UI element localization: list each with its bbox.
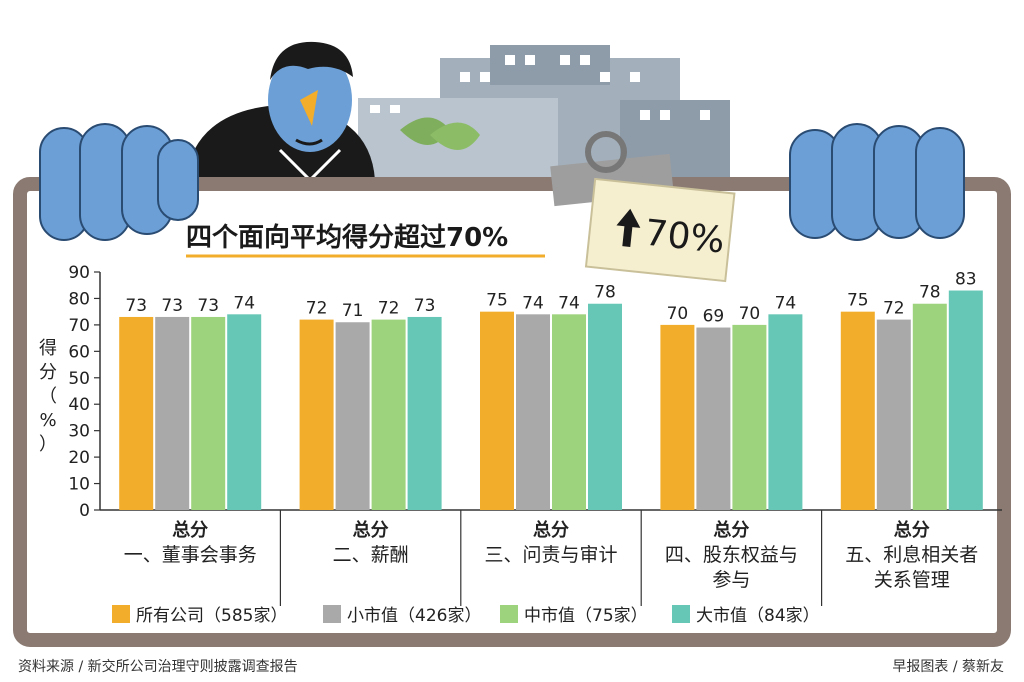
- bar-value-label: 72: [883, 299, 905, 319]
- y-axis-label-char: %: [39, 410, 56, 431]
- badge-text: 70%: [643, 213, 727, 262]
- legend-swatch: [672, 605, 690, 623]
- bar: [119, 316, 154, 510]
- y-tick-label: 50: [68, 369, 90, 389]
- legend-label: 中市值（75家）: [524, 606, 648, 626]
- category-label: 三、问责与审计: [484, 544, 617, 566]
- category-label: 参与: [712, 569, 750, 591]
- bar: [480, 311, 514, 510]
- left-hand-illustration: [39, 123, 199, 241]
- legend: 所有公司（585家） 小市值（426家） 中市值（75家） 大市值（84家）: [112, 605, 820, 626]
- bar-value-label: 70: [739, 304, 761, 324]
- bar-value-label: 78: [594, 283, 616, 303]
- y-tick-label: 80: [68, 289, 90, 309]
- bar: [660, 324, 695, 510]
- bar-value-label: 72: [378, 299, 400, 319]
- bar: [552, 314, 586, 510]
- bar-value-label: 73: [161, 296, 183, 316]
- bar-value-label: 70: [667, 304, 689, 324]
- y-tick-label: 60: [68, 342, 90, 362]
- bar-value-label: 74: [775, 293, 797, 313]
- y-tick-label: 70: [68, 316, 90, 336]
- category-label: 四、股东权益与: [665, 544, 798, 566]
- category-label: 总分: [172, 519, 208, 541]
- credit-note: 早报图表 / 蔡新友: [892, 659, 1004, 675]
- legend-swatch: [323, 605, 341, 623]
- bar: [948, 290, 983, 510]
- bar: [227, 314, 262, 510]
- bar: [768, 314, 803, 510]
- legend-label: 大市值（84家）: [696, 606, 820, 626]
- legend-swatch: [500, 605, 518, 623]
- y-tick-label: 0: [79, 501, 90, 521]
- category-label: 二、薪酬: [333, 544, 409, 566]
- bar-value-label: 72: [306, 299, 328, 319]
- bar-value-label: 74: [522, 293, 544, 313]
- right-hand-illustration: [789, 123, 965, 241]
- bar: [155, 316, 190, 510]
- bar-chart: 0 10 20 30 40 50 60 70 80 90 73 73 73 74 总分一、董事会事务 72 71…: [68, 263, 1002, 606]
- category-label: 五、利息相关者: [845, 544, 978, 566]
- bar-value-label: 73: [125, 296, 147, 316]
- source-note: 资料来源 / 新交所公司治理守则披露调查报告: [18, 659, 298, 675]
- y-tick-label: 90: [68, 263, 90, 283]
- badge-paper: 70%: [584, 177, 736, 283]
- bar-value-label: 73: [414, 296, 436, 316]
- bar: [732, 324, 767, 510]
- category-label: 总分: [533, 519, 569, 541]
- bar: [516, 314, 550, 510]
- bar: [299, 319, 334, 510]
- building-illustration: [358, 45, 730, 178]
- man-illustration: [185, 41, 375, 183]
- y-tick-label: 20: [68, 448, 90, 468]
- bar-value-label: 73: [197, 296, 219, 316]
- y-tick-label: 10: [68, 475, 90, 495]
- bar: [588, 303, 622, 510]
- chart-title: 四个面向平均得分超过70%: [186, 222, 508, 253]
- y-tick-label: 40: [68, 395, 90, 415]
- bar-value-label: 78: [919, 283, 941, 303]
- category-label: 总分: [353, 519, 389, 541]
- bar: [191, 316, 226, 510]
- y-axis-label-char: 得: [39, 338, 57, 359]
- bar: [696, 327, 731, 510]
- category-label: 总分: [713, 519, 749, 541]
- arrow-up-icon: [616, 208, 641, 247]
- bar-value-label: 83: [955, 270, 977, 290]
- bar-value-label: 75: [847, 291, 869, 311]
- category-label: 总分: [894, 519, 930, 541]
- y-tick-label: 30: [68, 422, 90, 442]
- bar: [335, 322, 370, 510]
- bar-value-label: 74: [233, 293, 255, 313]
- legend-label: 小市值（426家）: [347, 606, 481, 626]
- bar: [840, 311, 875, 510]
- y-axis-label-char: ）: [39, 434, 57, 455]
- category-label: 一、董事会事务: [124, 544, 257, 566]
- y-axis-label-char: 分: [39, 362, 57, 383]
- bar: [876, 319, 911, 510]
- legend-label: 所有公司（585家）: [136, 606, 287, 626]
- bar-value-label: 74: [558, 293, 580, 313]
- bar-value-label: 71: [342, 301, 364, 321]
- bar: [407, 316, 442, 510]
- bar: [371, 319, 406, 510]
- y-axis-label-char: （: [39, 386, 57, 407]
- bar-value-label: 69: [703, 307, 725, 327]
- category-label: 关系管理: [874, 569, 950, 591]
- legend-swatch: [112, 605, 130, 623]
- bar: [912, 303, 947, 510]
- bar-value-label: 75: [486, 291, 508, 311]
- y-axis-label: 得分 （% ）: [39, 338, 57, 455]
